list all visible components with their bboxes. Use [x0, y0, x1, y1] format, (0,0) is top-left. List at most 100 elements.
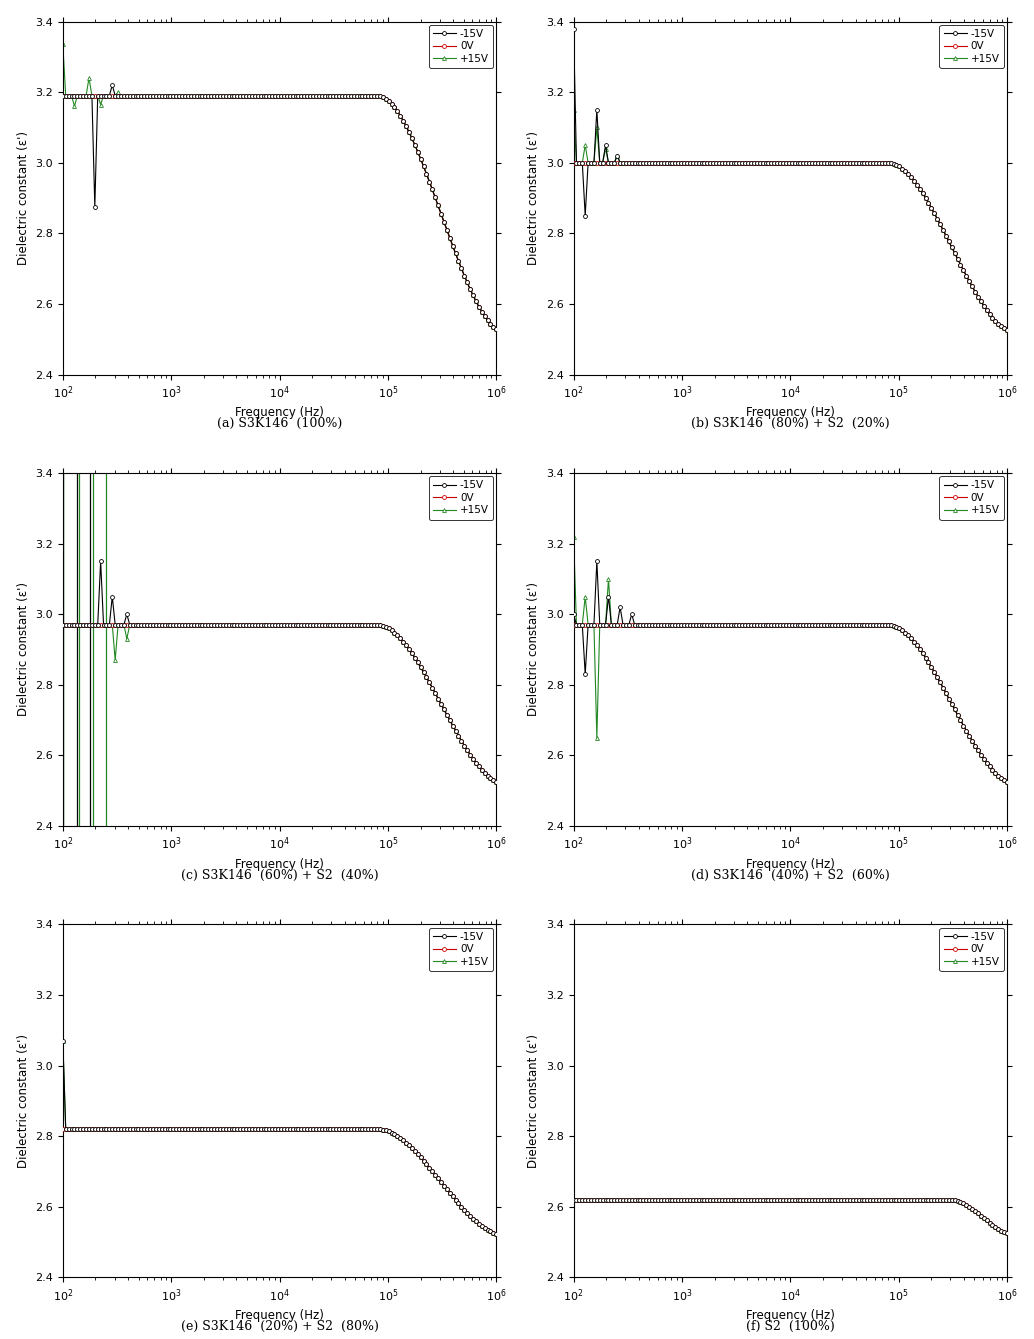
Text: (c) S3K146  (60%) + S2  (40%): (c) S3K146 (60%) + S2 (40%) — [181, 869, 378, 882]
-15V — [742, 617, 755, 633]
0V — [739, 617, 752, 633]
0V — [866, 617, 879, 633]
+15V — [710, 617, 723, 633]
+15V — [490, 1225, 503, 1241]
0V — [283, 1121, 296, 1137]
+15V — [229, 1121, 241, 1137]
+15V — [57, 617, 69, 633]
Y-axis label: Dielectric constant (ε'): Dielectric constant (ε') — [527, 131, 541, 265]
+15V — [739, 1192, 752, 1208]
0V — [812, 155, 824, 171]
-15V — [57, 1032, 69, 1048]
0V — [301, 1121, 313, 1137]
-15V — [797, 617, 810, 633]
-15V — [94, 553, 107, 569]
0V — [866, 155, 879, 171]
0V — [490, 1225, 503, 1241]
-15V — [568, 607, 580, 623]
0V — [710, 617, 723, 633]
Line: -15V: -15V — [61, 560, 498, 783]
+15V — [229, 617, 241, 633]
0V — [866, 1192, 879, 1208]
+15V — [357, 87, 369, 103]
Line: -15V: -15V — [572, 560, 1009, 783]
0V — [415, 151, 427, 167]
0V — [925, 200, 938, 216]
+15V — [1001, 321, 1013, 337]
-15V — [794, 1192, 807, 1208]
Legend: -15V, 0V, +15V: -15V, 0V, +15V — [940, 928, 1004, 971]
+15V — [283, 1121, 296, 1137]
Line: +15V: +15V — [61, 623, 498, 783]
0V — [283, 87, 296, 103]
-15V — [286, 617, 299, 633]
0V — [1001, 1225, 1013, 1241]
-15V — [357, 1121, 369, 1137]
+15V — [200, 1121, 212, 1137]
0V — [925, 659, 938, 675]
-15V — [304, 87, 316, 103]
+15V — [866, 1192, 879, 1208]
Legend: -15V, 0V, +15V: -15V, 0V, +15V — [429, 24, 493, 68]
0V — [301, 617, 313, 633]
Line: 0V: 0V — [572, 623, 1009, 783]
Text: (d) S3K146  (40%) + S2  (60%): (d) S3K146 (40%) + S2 (60%) — [691, 869, 889, 882]
0V — [357, 617, 369, 633]
0V — [357, 87, 369, 103]
0V — [812, 617, 824, 633]
-15V — [107, 78, 119, 94]
+15V — [710, 1192, 723, 1208]
X-axis label: Frequency (Hz): Frequency (Hz) — [235, 858, 324, 870]
+15V — [925, 200, 938, 216]
-15V — [415, 1149, 427, 1165]
+15V — [357, 1121, 369, 1137]
0V — [710, 155, 723, 171]
-15V — [286, 87, 299, 103]
-15V — [57, 87, 69, 103]
+15V — [200, 87, 212, 103]
-15V — [925, 1192, 938, 1208]
-15V — [490, 321, 503, 337]
-15V — [712, 617, 725, 633]
Line: 0V: 0V — [572, 161, 1009, 332]
-15V — [1001, 1225, 1013, 1241]
+15V — [568, 1192, 580, 1208]
Legend: -15V, 0V, +15V: -15V, 0V, +15V — [940, 24, 1004, 68]
Y-axis label: Dielectric constant (ε'): Dielectric constant (ε') — [527, 1034, 541, 1168]
-15V — [359, 617, 371, 633]
Line: +15V: +15V — [572, 534, 1009, 783]
+15V — [794, 617, 807, 633]
Text: (e) S3K146  (20%) + S2  (80%): (e) S3K146 (20%) + S2 (80%) — [181, 1320, 378, 1334]
X-axis label: Frequency (Hz): Frequency (Hz) — [746, 1310, 834, 1323]
+15V — [57, 1032, 69, 1048]
0V — [568, 617, 580, 633]
Line: +15V: +15V — [61, 43, 498, 331]
+15V — [1001, 774, 1013, 790]
+15V — [812, 155, 824, 171]
0V — [357, 1121, 369, 1137]
-15V — [57, 617, 69, 633]
Legend: -15V, 0V, +15V: -15V, 0V, +15V — [940, 477, 1004, 520]
Text: (f) S2  (100%): (f) S2 (100%) — [746, 1320, 834, 1334]
+15V — [739, 617, 752, 633]
-15V — [418, 664, 430, 680]
-15V — [710, 155, 723, 171]
Y-axis label: Dielectric constant (ε'): Dielectric constant (ε') — [17, 1034, 30, 1168]
-15V — [304, 617, 316, 633]
Y-axis label: Dielectric constant (ε'): Dielectric constant (ε') — [17, 131, 30, 265]
Y-axis label: Dielectric constant (ε'): Dielectric constant (ε') — [17, 582, 30, 716]
Line: +15V: +15V — [572, 108, 1009, 332]
0V — [229, 617, 241, 633]
X-axis label: Frequency (Hz): Frequency (Hz) — [235, 407, 324, 419]
+15V — [57, 36, 69, 52]
+15V — [415, 659, 427, 675]
-15V — [568, 20, 580, 36]
+15V — [301, 87, 313, 103]
+15V — [812, 617, 824, 633]
+15V — [794, 1192, 807, 1208]
0V — [229, 87, 241, 103]
0V — [57, 617, 69, 633]
+15V — [283, 617, 296, 633]
0V — [200, 87, 212, 103]
-15V — [301, 1121, 313, 1137]
